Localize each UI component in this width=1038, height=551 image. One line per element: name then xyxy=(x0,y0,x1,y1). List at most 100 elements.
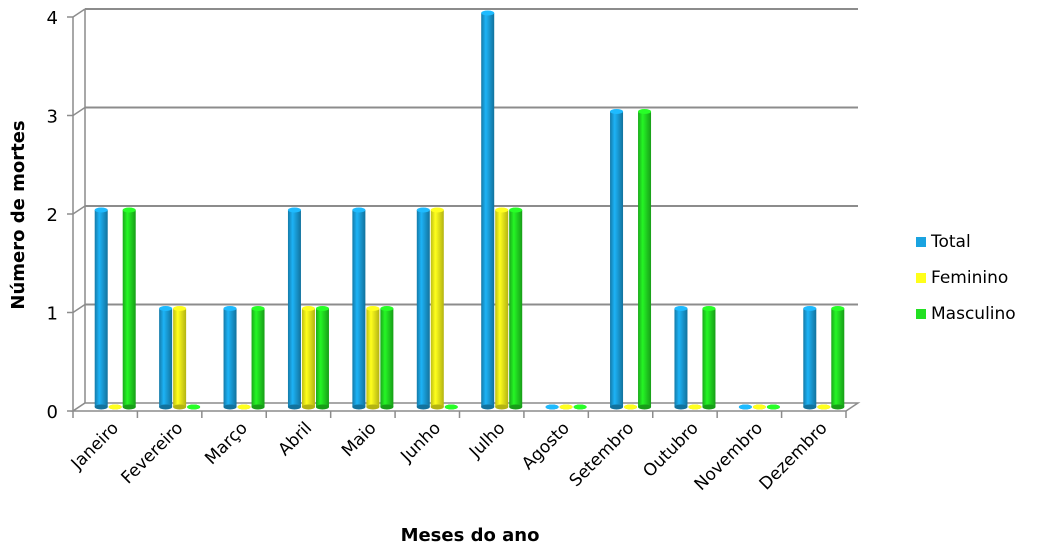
bar-body xyxy=(122,210,136,407)
bar-top xyxy=(674,306,688,311)
wall-tick xyxy=(72,303,86,314)
wall-tick xyxy=(72,205,86,215)
bar-top xyxy=(122,207,136,213)
bar-top xyxy=(495,207,509,213)
bar-top xyxy=(430,207,444,213)
y-tick-label: 2 xyxy=(47,205,58,226)
bar-total-maio xyxy=(352,207,366,410)
bar-base xyxy=(509,404,523,410)
bar-base xyxy=(610,404,624,410)
bar-feminino-julho xyxy=(495,207,509,410)
gridlines xyxy=(72,8,858,412)
bar-masculino-julho xyxy=(509,207,523,410)
legend-item-total: Total xyxy=(916,224,1036,260)
bar-total-março xyxy=(223,306,237,410)
bar-base xyxy=(831,404,845,410)
bar-top xyxy=(301,306,315,311)
bar-feminino-janeiro xyxy=(108,404,122,410)
bar-body xyxy=(674,308,688,407)
bar-body xyxy=(223,308,237,407)
legend-swatch-feminino xyxy=(916,273,926,283)
x-tick-label: Novembro xyxy=(691,418,767,494)
bar-top xyxy=(237,404,251,410)
bar-masculino-março xyxy=(251,306,265,410)
x-tick-label: Agosto xyxy=(518,418,574,474)
bar-base xyxy=(495,404,509,410)
x-tick-label: Março xyxy=(201,418,252,469)
bar-top xyxy=(638,109,652,114)
bar-base xyxy=(380,404,394,410)
bar-base xyxy=(366,404,380,410)
legend-label-feminino: Feminino xyxy=(931,268,1009,288)
bar-masculino-fevereiro xyxy=(187,404,201,410)
bar-body xyxy=(315,308,329,407)
bar-feminino-novembro xyxy=(752,404,766,410)
bar-total-novembro xyxy=(738,404,752,410)
bar-masculino-outubro xyxy=(702,306,716,410)
bar-top xyxy=(223,306,237,311)
bar-base xyxy=(702,404,716,410)
bar-top xyxy=(187,404,201,410)
bar-masculino-maio xyxy=(380,306,394,410)
bar-body xyxy=(380,308,394,407)
bar-body xyxy=(610,111,624,407)
bar-top xyxy=(108,404,122,410)
bar-top xyxy=(380,306,394,311)
x-tick-label: Outubro xyxy=(639,418,702,481)
bar-total-julho xyxy=(481,10,495,410)
bar-base xyxy=(352,404,366,410)
bar-masculino-abril xyxy=(315,306,329,410)
bar-base xyxy=(430,404,444,410)
bar-base xyxy=(122,404,136,410)
bar-base xyxy=(416,404,430,410)
bar-base xyxy=(803,404,817,410)
bar-top xyxy=(559,404,573,410)
bar-body xyxy=(638,111,652,407)
axes xyxy=(67,9,861,418)
bar-top xyxy=(688,404,702,410)
y-tick-label: 4 xyxy=(47,8,58,29)
x-tick-label: Julho xyxy=(465,418,509,462)
bar-top xyxy=(702,306,716,311)
bar-base xyxy=(301,404,315,410)
bar-base xyxy=(159,404,173,410)
bar-total-junho xyxy=(416,207,430,410)
wall-tick xyxy=(72,8,86,18)
bar-body xyxy=(287,210,301,407)
bar-top xyxy=(545,404,559,410)
bar-body xyxy=(509,210,523,407)
bar-top xyxy=(287,207,301,213)
bar-total-outubro xyxy=(674,306,688,410)
bar-top xyxy=(251,306,265,311)
bar-top xyxy=(509,207,523,213)
wall-tick xyxy=(72,106,86,117)
bar-base xyxy=(481,404,495,410)
bar-body xyxy=(352,210,366,407)
x-tick-label: Maio xyxy=(338,418,381,461)
bar-base xyxy=(287,404,301,410)
legend: Total Feminino Masculino xyxy=(916,224,1036,332)
bar-feminino-outubro xyxy=(688,404,702,410)
x-tick-label: Janeiro xyxy=(67,418,123,474)
bar-total-abril xyxy=(287,207,301,410)
bar-masculino-agosto xyxy=(573,404,587,410)
bar-top xyxy=(738,404,752,410)
bar-masculino-janeiro xyxy=(122,207,136,410)
bar-base xyxy=(674,404,688,410)
bar-top xyxy=(573,404,587,410)
bar-body xyxy=(159,308,173,407)
bar-total-janeiro xyxy=(94,207,108,410)
bar-feminino-fevereiro xyxy=(173,306,187,410)
bar-body xyxy=(831,308,845,407)
bar-body xyxy=(301,308,315,407)
x-tick-label: Fevereiro xyxy=(118,418,188,488)
bar-feminino-abril xyxy=(301,306,315,410)
legend-item-masculino: Masculino xyxy=(916,296,1036,332)
bar-top xyxy=(766,404,780,410)
y-tick-label: 3 xyxy=(47,107,58,128)
bar-base xyxy=(94,404,108,410)
bar-feminino-agosto xyxy=(559,404,573,410)
x-tick-label: Junho xyxy=(396,418,445,467)
bars xyxy=(94,10,845,410)
bar-base xyxy=(173,404,187,410)
